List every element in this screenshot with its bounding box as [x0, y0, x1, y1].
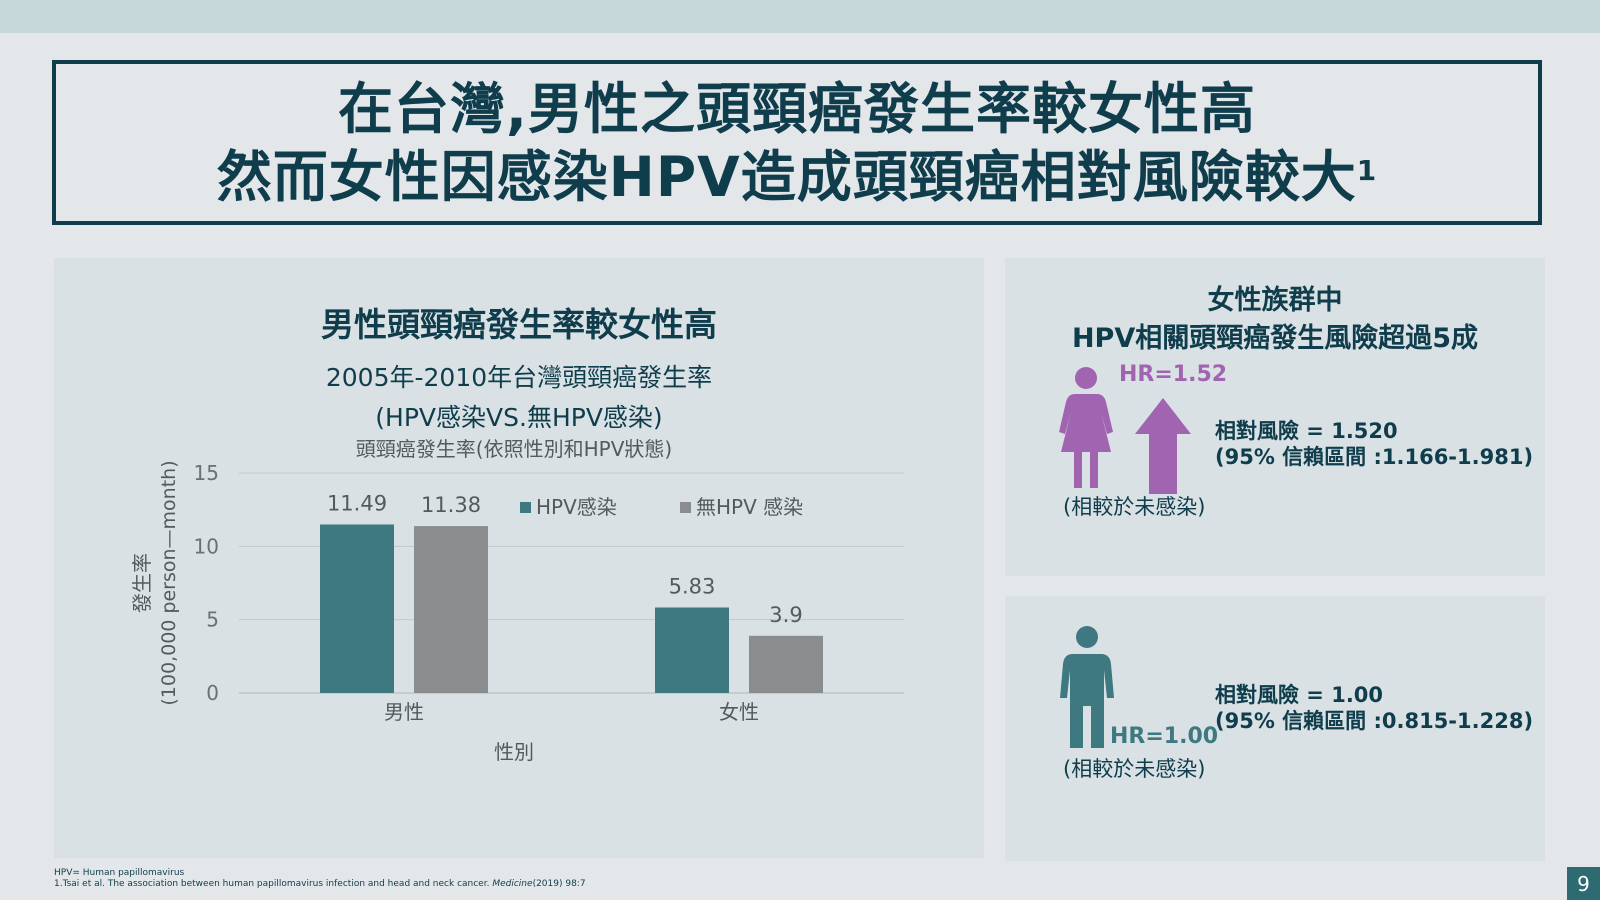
footnote-reference-suffix: (2019) 98:7: [532, 879, 586, 889]
female-risk-heading: 女性族群中 HPV相關頭頸癌發生風險超過5成: [1005, 282, 1545, 358]
slide-title-box: 在台灣,男性之頭頸癌發生率較女性高 然而女性因感染HPV造成頭頸癌相對風險較大1: [52, 60, 1542, 225]
male-confidence-interval: (95% 信賴區間 :0.815-1.228): [1215, 709, 1534, 733]
female-relative-risk-value: 相對風險 = 1.520: [1215, 419, 1398, 443]
male-hr-label: HR=1.00: [1110, 724, 1219, 749]
legend-swatch: [680, 502, 691, 513]
male-compare-note: (相較於未感染): [1063, 757, 1206, 781]
chart-panel: 男性頭頸癌發生率較女性高 2005年-2010年台灣頭頸癌發生率 (HPV感染V…: [54, 258, 984, 858]
bar-hpv: [655, 607, 729, 693]
x-tick-label: 女性: [719, 700, 759, 724]
male-risk-panel: HR=1.00 相對風險 = 1.00 (95% 信賴區間 :0.815-1.2…: [1005, 596, 1545, 861]
bar-no-hpv: [414, 526, 488, 693]
footnote-reference-text: 1.Tsai et al. The association between hu…: [54, 879, 490, 889]
bar-chart: 頭頸癌發生率(依照性別和HPV狀態) 0 5 10 15 發生率 (100,000 pers…: [130, 437, 904, 764]
legend-label: HPV感染: [536, 495, 617, 519]
female-risk-heading-line1: 女性族群中: [1207, 285, 1343, 316]
y-tick-label: 0: [206, 681, 219, 705]
footnote-journal: Medicine: [492, 879, 533, 889]
data-label: 5.83: [669, 574, 716, 598]
y-axis-label: 發生率: [130, 553, 154, 613]
page-number: 9: [1567, 867, 1600, 900]
data-label: 11.49: [327, 491, 387, 515]
y-tick-label: 15: [194, 461, 219, 485]
female-risk-heading-line2: HPV相關頭頸癌發生風險超過5成: [1071, 323, 1479, 354]
slide-title-line2-text: 然而女性因感染HPV造成頭頸癌相對風險較大: [216, 144, 1357, 209]
slide-title-line1: 在台灣,男性之頭頸癌發生率較女性高: [338, 76, 1256, 141]
chart-inner-title: 頭頸癌發生率(依照性別和HPV狀態): [356, 437, 672, 461]
female-relative-risk: 相對風險 = 1.520 (95% 信賴區間 :1.166-1.981): [1215, 418, 1533, 470]
chart-panel-heading: 男性頭頸癌發生率較女性高: [321, 305, 717, 344]
increase-arrow-icon: [1135, 398, 1191, 494]
title-reference-superscript: 1: [1356, 153, 1378, 187]
female-compare-note: (相較於未感染): [1063, 495, 1206, 519]
y-tick-label: 10: [194, 534, 219, 558]
female-figure-icon: [1059, 367, 1113, 488]
female-hr-label: HR=1.52: [1119, 362, 1228, 387]
top-band: [0, 0, 1600, 33]
x-axis-label: 性別: [494, 740, 534, 764]
x-tick-label: 男性: [384, 700, 424, 724]
female-confidence-interval: (95% 信賴區間 :1.166-1.981): [1215, 445, 1534, 469]
footnote-abbreviation: HPV= Human papillomavirus: [54, 868, 185, 878]
female-risk-panel: 女性族群中 HPV相關頭頸癌發生風險超過5成 HR=1.52 相對風險 = 1.…: [1005, 258, 1545, 576]
y-axis-unit-label: (100,000 person—month): [158, 460, 180, 705]
bar-no-hpv: [749, 635, 823, 693]
male-relative-risk-value: 相對風險 = 1.00: [1215, 683, 1384, 707]
data-label: 11.38: [421, 493, 481, 517]
male-figure-icon: [1060, 626, 1114, 748]
slide-title-line2: 然而女性因感染HPV造成頭頸癌相對風險較大1: [217, 143, 1377, 211]
legend-swatch: [520, 502, 531, 513]
footnotes: HPV= Human papillomavirus 1.Tsai et al. …: [54, 868, 586, 890]
chart-subtitle-comparison: (HPV感染VS.無HPV感染): [375, 403, 663, 432]
bar-hpv: [320, 524, 394, 693]
male-relative-risk: 相對風險 = 1.00 (95% 信賴區間 :0.815-1.228): [1215, 682, 1533, 734]
data-label: 3.9: [769, 603, 802, 627]
footnote-reference: 1.Tsai et al. The association between hu…: [54, 879, 586, 890]
chart-subtitle-period: 2005年-2010年台灣頭頸癌發生率: [325, 363, 713, 392]
legend-label: 無HPV 感染: [696, 495, 803, 519]
y-tick-label: 5: [206, 608, 219, 632]
